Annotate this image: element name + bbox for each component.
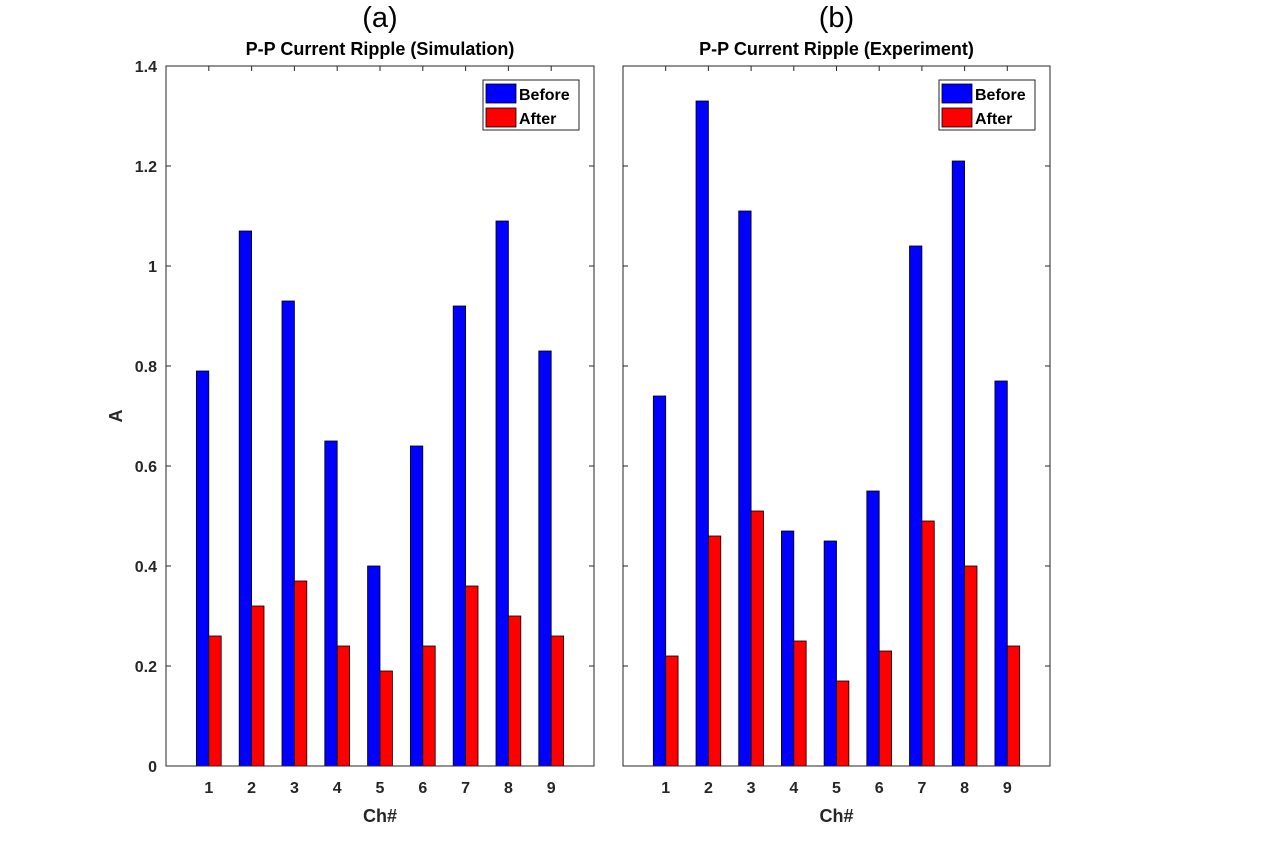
- x-tick-label: 4: [789, 780, 798, 797]
- legend-swatch-before: [941, 83, 973, 104]
- bar-before-ch8: [495, 220, 509, 767]
- x-axis-label: Ch#: [363, 806, 397, 826]
- y-tick-label: 0.2: [135, 659, 157, 676]
- legend-label-before: Before: [519, 87, 570, 104]
- bar-after-ch9: [1006, 645, 1021, 767]
- bar-before-ch7: [909, 245, 923, 767]
- x-tick-label: 2: [247, 780, 256, 797]
- bar-after-ch1: [665, 655, 679, 767]
- legend-label-before: Before: [975, 87, 1026, 104]
- bar-after-ch1: [208, 635, 222, 767]
- bar-before-ch7: [452, 305, 467, 767]
- bar-after-ch2: [251, 605, 265, 767]
- y-tick-label: 0.8: [135, 359, 157, 376]
- bar-after-ch9: [550, 635, 565, 767]
- chart-title: P-P Current Ripple (Simulation): [246, 39, 515, 59]
- x-tick-label: 1: [661, 780, 670, 797]
- panel-label: (b): [819, 2, 854, 34]
- x-axis-label: Ch#: [819, 806, 853, 826]
- x-tick-label: 9: [547, 780, 556, 797]
- bar-after-ch7: [465, 585, 479, 767]
- bar-after-ch8: [507, 615, 522, 767]
- legend-swatch-before: [485, 83, 517, 104]
- bar-after-ch3: [750, 510, 764, 767]
- bar-before-ch9: [994, 380, 1008, 767]
- bar-before-ch4: [324, 440, 338, 767]
- y-tick-label: 1: [148, 259, 157, 276]
- x-tick-label: 6: [418, 780, 427, 797]
- x-tick-label: 3: [290, 780, 299, 797]
- x-tick-label: 2: [704, 780, 713, 797]
- bar-after-ch5: [379, 670, 393, 767]
- legend-label-after: After: [519, 111, 556, 128]
- panel-label: (a): [362, 2, 397, 34]
- legend-swatch-after: [941, 107, 973, 128]
- bar-before-ch2: [238, 230, 253, 767]
- y-tick-label: 0.4: [135, 559, 157, 576]
- bar-before-ch5: [367, 565, 381, 767]
- chart-title: P-P Current Ripple (Experiment): [699, 39, 974, 59]
- bar-before-ch3: [738, 210, 752, 767]
- bar-before-ch6: [866, 490, 880, 767]
- x-tick-label: 6: [875, 780, 884, 797]
- x-tick-label: 1: [204, 780, 213, 797]
- bar-after-ch2: [708, 535, 722, 767]
- bar-before-ch8: [951, 160, 965, 767]
- y-axis-label: A: [106, 410, 126, 423]
- legend-swatch-after: [485, 107, 517, 128]
- legend-label-after: After: [975, 111, 1012, 128]
- bar-before-ch2: [695, 100, 709, 767]
- bar-before-ch1: [652, 395, 667, 767]
- bar-after-ch4: [793, 640, 807, 767]
- x-tick-label: 3: [747, 780, 756, 797]
- y-tick-label: 1.2: [135, 159, 157, 176]
- y-tick-label: 0.6: [135, 459, 157, 476]
- y-tick-label: 0: [148, 759, 157, 776]
- bar-after-ch4: [336, 645, 351, 767]
- bar-after-ch3: [293, 580, 308, 767]
- bar-before-ch9: [538, 350, 552, 767]
- bar-after-ch5: [836, 680, 850, 767]
- x-tick-label: 5: [832, 780, 841, 797]
- bar-before-ch1: [195, 370, 210, 767]
- x-tick-label: 9: [1003, 780, 1012, 797]
- x-tick-label: 7: [461, 780, 470, 797]
- bar-after-ch6: [878, 650, 892, 767]
- x-tick-label: 8: [504, 780, 513, 797]
- bar-after-ch8: [964, 565, 978, 767]
- bar-before-ch6: [409, 445, 424, 767]
- y-tick-label: 1.4: [135, 59, 157, 76]
- bar-before-ch4: [781, 530, 795, 767]
- x-tick-label: 8: [960, 780, 969, 797]
- bar-after-ch6: [422, 645, 436, 767]
- x-tick-label: 4: [333, 780, 342, 797]
- bar-after-ch7: [921, 520, 935, 767]
- bar-before-ch3: [281, 300, 295, 767]
- bar-before-ch5: [823, 540, 837, 767]
- x-tick-label: 5: [376, 780, 385, 797]
- x-tick-label: 7: [917, 780, 926, 797]
